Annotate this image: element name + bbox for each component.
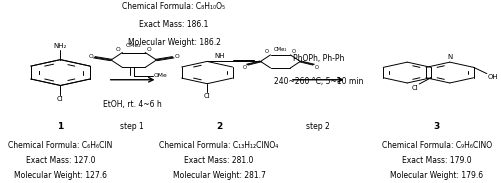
Text: NH: NH	[214, 53, 225, 59]
Text: Molecular Weight: 127.6: Molecular Weight: 127.6	[14, 171, 107, 180]
Text: OMe: OMe	[153, 73, 167, 78]
Text: O: O	[88, 54, 93, 59]
Text: O: O	[291, 49, 295, 54]
Text: CMe₂: CMe₂	[273, 47, 287, 52]
Text: NH₂: NH₂	[54, 43, 67, 49]
Text: OH: OH	[487, 74, 497, 80]
Text: Chemical Formula: C₈H₁₀O₅: Chemical Formula: C₈H₁₀O₅	[122, 2, 225, 11]
Text: Molecular Weight: 186.2: Molecular Weight: 186.2	[127, 38, 220, 46]
Text: Exact Mass: 281.0: Exact Mass: 281.0	[184, 156, 253, 165]
Text: Chemical Formula: C₁₃H₁₂ClNO₄: Chemical Formula: C₁₃H₁₂ClNO₄	[159, 141, 278, 150]
Text: O: O	[314, 65, 318, 70]
Text: Exact Mass: 186.1: Exact Mass: 186.1	[139, 20, 208, 29]
Text: Chemical Formula: C₉H₆ClNO: Chemical Formula: C₉H₆ClNO	[381, 141, 490, 150]
Text: O: O	[174, 54, 179, 59]
Text: 240~260 °C, 5~10 min: 240~260 °C, 5~10 min	[273, 77, 362, 86]
Text: Molecular Weight: 179.6: Molecular Weight: 179.6	[389, 171, 482, 180]
Text: PhOPh, Ph-Ph: PhOPh, Ph-Ph	[292, 54, 343, 63]
Text: Exact Mass: 179.0: Exact Mass: 179.0	[401, 156, 470, 165]
Text: 2: 2	[215, 122, 221, 131]
Text: step 1: step 1	[120, 122, 144, 131]
Text: step 2: step 2	[306, 122, 330, 131]
Text: Chemical Formula: C₆H₆ClN: Chemical Formula: C₆H₆ClN	[8, 141, 112, 150]
Text: Cl: Cl	[203, 93, 210, 99]
Text: Molecular Weight: 281.7: Molecular Weight: 281.7	[172, 171, 265, 180]
Text: Cl: Cl	[57, 96, 64, 102]
Text: Exact Mass: 127.0: Exact Mass: 127.0	[26, 156, 95, 165]
Text: O: O	[242, 65, 246, 70]
Text: O: O	[147, 47, 151, 52]
Text: O: O	[116, 47, 120, 52]
Text: CMe₂: CMe₂	[126, 43, 141, 48]
Text: Cl: Cl	[411, 85, 417, 91]
Text: EtOH, rt. 4~6 h: EtOH, rt. 4~6 h	[103, 100, 162, 109]
Text: 3: 3	[432, 122, 439, 131]
Text: N: N	[446, 54, 451, 60]
Text: O: O	[265, 49, 269, 54]
Text: 1: 1	[57, 122, 64, 131]
